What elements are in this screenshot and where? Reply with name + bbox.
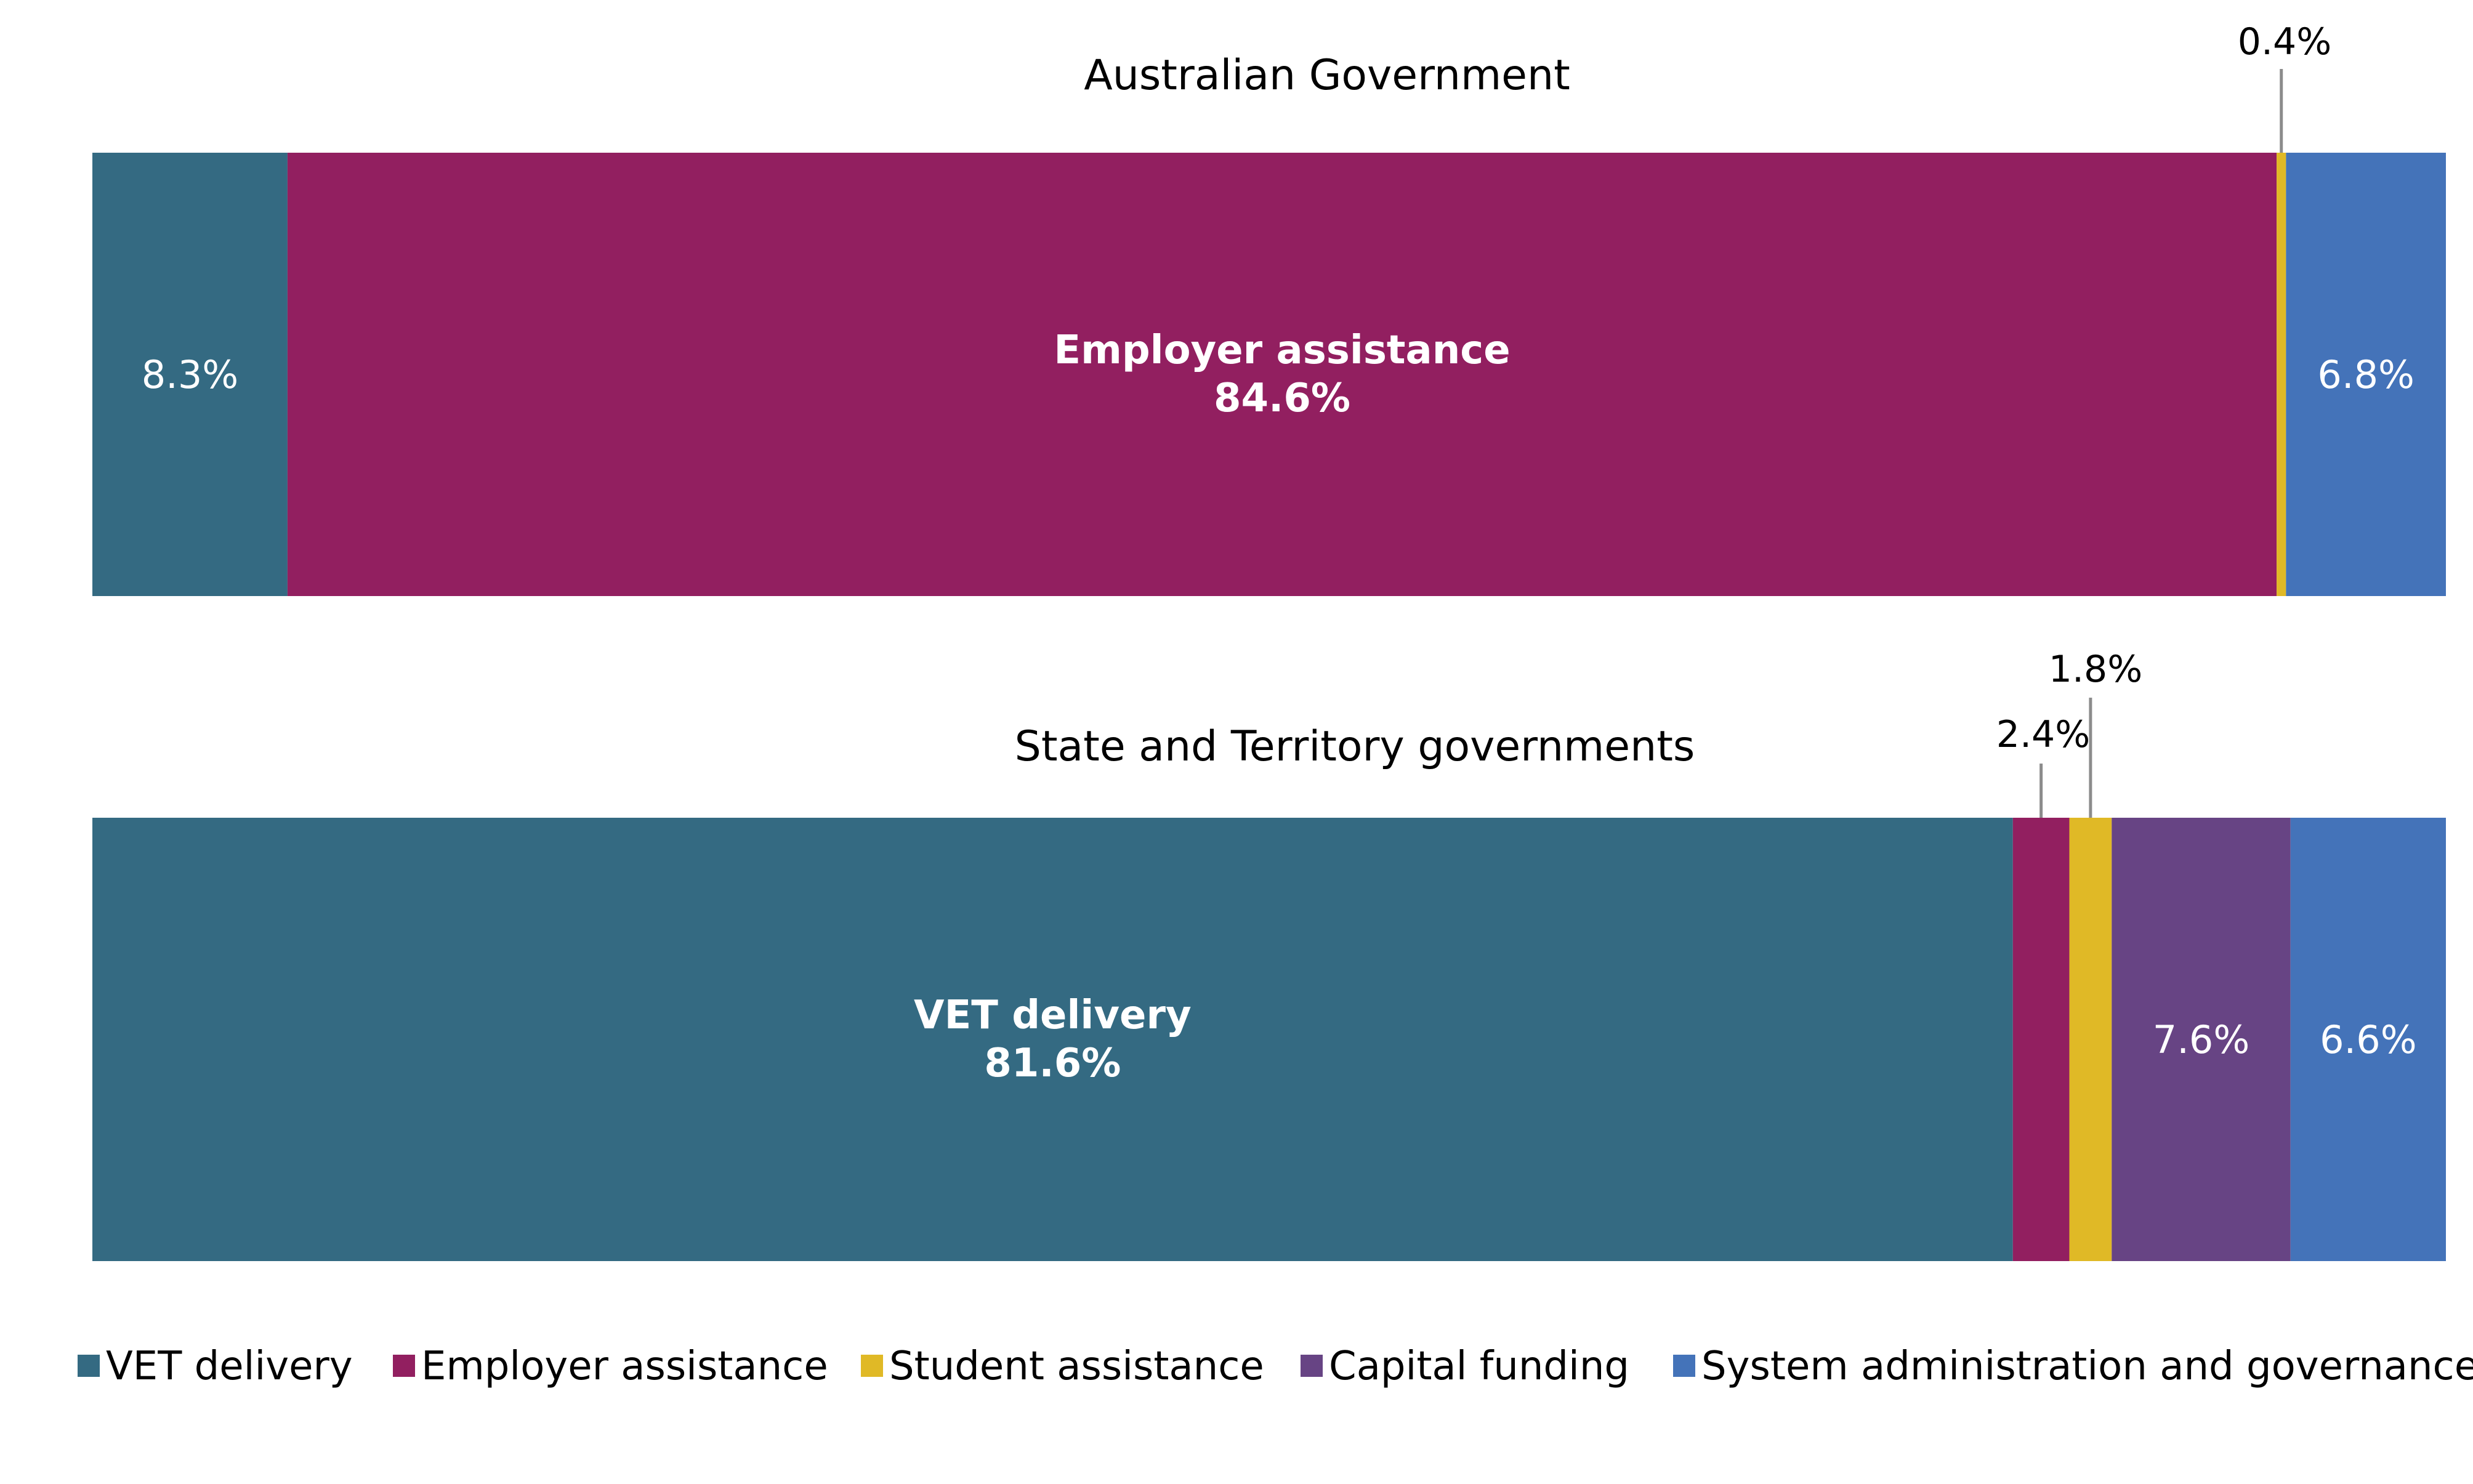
segment-name-label: Employer assistance — [1054, 328, 1510, 373]
chart-legend: VET delivery Employer assistance Student a… — [78, 1344, 2473, 1389]
data-label: 6.6% — [2320, 1017, 2417, 1062]
legend-item-student-assistance: Student assistance — [861, 1344, 1264, 1389]
legend-item-capital-funding: Capital funding — [1301, 1344, 1629, 1389]
data-label: 6.8% — [2317, 352, 2415, 397]
category-label: Australian Government — [1084, 51, 1570, 100]
data-label: 7.6% — [2153, 1017, 2250, 1062]
panel-australian-government: Australian Government 8.3% Employer assist… — [92, 20, 2446, 596]
bar-segment-system-administration-and-governance — [2286, 153, 2446, 596]
data-label: 8.3% — [142, 352, 239, 397]
legend-swatch — [78, 1355, 100, 1377]
bar-segment-employer-assistance — [287, 153, 2277, 596]
legend-label: System administration and governance — [1701, 1344, 2473, 1389]
legend-swatch — [393, 1355, 415, 1377]
panel-state-and-territory-governments: State and Territory governments VET deliv… — [92, 648, 2446, 1261]
bar-segment-capital-funding — [2112, 818, 2291, 1261]
legend-label: Employer assistance — [421, 1344, 828, 1389]
bar-segment-student-assistance — [2277, 153, 2286, 596]
bar-segment-employer-assistance — [2012, 818, 2070, 1261]
bar-segment-vet-delivery — [92, 818, 2013, 1261]
bar-segment-student-assistance — [2069, 818, 2112, 1261]
legend-label: Capital funding — [1329, 1344, 1629, 1389]
legend-item-employer-assistance: Employer assistance — [393, 1344, 828, 1389]
data-label: 81.6% — [984, 1041, 1121, 1086]
segment-name-label: VET delivery — [914, 993, 1192, 1038]
legend-swatch — [1301, 1355, 1323, 1377]
bar-segment-system-administration-and-governance — [2290, 818, 2446, 1261]
data-label: 84.6% — [1214, 376, 1350, 421]
data-label: 0.4% — [2238, 20, 2331, 63]
data-label: 1.8% — [2049, 648, 2142, 691]
data-label: 2.4% — [1996, 713, 2090, 756]
chart-panels: Australian Government 8.3% Employer assist… — [92, 20, 2446, 1261]
legend-swatch — [1673, 1355, 1695, 1377]
legend-item-system-administration-and-governance: System administration and governance — [1673, 1344, 2473, 1389]
category-label: State and Territory governments — [1015, 722, 1695, 771]
legend-item-vet-delivery: VET delivery — [78, 1344, 353, 1389]
legend-swatch — [861, 1355, 883, 1377]
bar-segment-vet-delivery — [92, 153, 288, 596]
legend-label: VET delivery — [106, 1344, 353, 1389]
legend-label: Student assistance — [889, 1344, 1264, 1389]
